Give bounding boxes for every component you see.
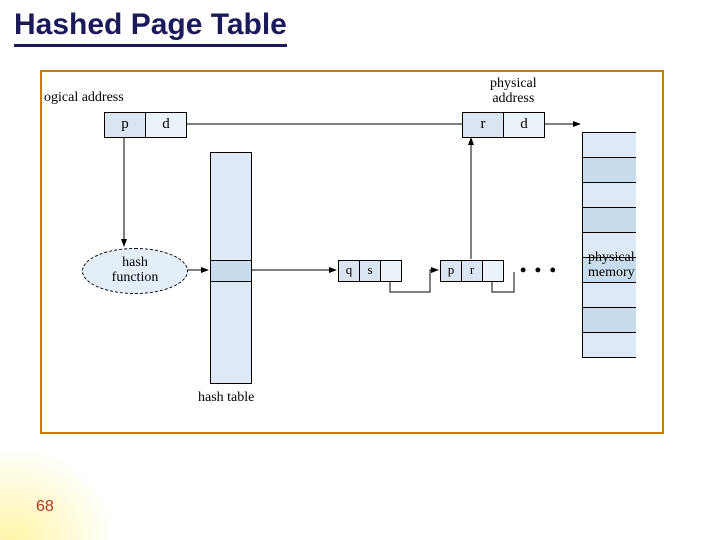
node2-p-cell: p bbox=[440, 260, 462, 282]
chain-dots: • • • bbox=[520, 260, 558, 281]
logical-p-cell: p bbox=[104, 112, 146, 138]
hash-function-line2: function bbox=[83, 271, 187, 286]
node2-ptr-cell bbox=[482, 260, 504, 282]
node1-q-cell: q bbox=[338, 260, 360, 282]
memory-cell bbox=[582, 307, 636, 333]
corner-glow bbox=[0, 450, 110, 540]
slide-title: Hashed Page Table bbox=[14, 8, 287, 47]
hash-function-ellipse: hash function bbox=[82, 248, 188, 294]
memory-cell bbox=[582, 332, 636, 358]
memory-cell bbox=[582, 207, 636, 233]
physical-memory-label: physical memory bbox=[588, 250, 635, 281]
physical-r-cell: r bbox=[462, 112, 504, 138]
hash-table-label: hash table bbox=[198, 390, 254, 405]
node1-s-cell: s bbox=[359, 260, 381, 282]
memory-cell bbox=[582, 182, 636, 208]
physical-address-line1: physical bbox=[490, 76, 537, 91]
node1-ptr-cell bbox=[380, 260, 402, 282]
physical-d-cell: d bbox=[503, 112, 545, 138]
logical-address-label: ogical address bbox=[44, 90, 124, 105]
logical-d-cell: d bbox=[145, 112, 187, 138]
memory-cell bbox=[582, 132, 636, 158]
memory-cell bbox=[582, 157, 636, 183]
node2-r-cell: r bbox=[461, 260, 483, 282]
hash-function-line1: hash bbox=[83, 256, 187, 271]
physical-memory-line1: physical bbox=[588, 250, 635, 265]
diagram-frame: ogical address p d physical address r d … bbox=[40, 70, 664, 434]
physical-memory bbox=[582, 132, 636, 362]
physical-address-label: physical address bbox=[490, 76, 537, 107]
physical-memory-line2: memory bbox=[588, 265, 635, 280]
memory-cell bbox=[582, 282, 636, 308]
page-number: 68 bbox=[36, 498, 54, 516]
diagram: ogical address p d physical address r d … bbox=[42, 72, 662, 432]
hash-table-row bbox=[210, 260, 252, 282]
physical-address-line2: address bbox=[492, 91, 534, 106]
